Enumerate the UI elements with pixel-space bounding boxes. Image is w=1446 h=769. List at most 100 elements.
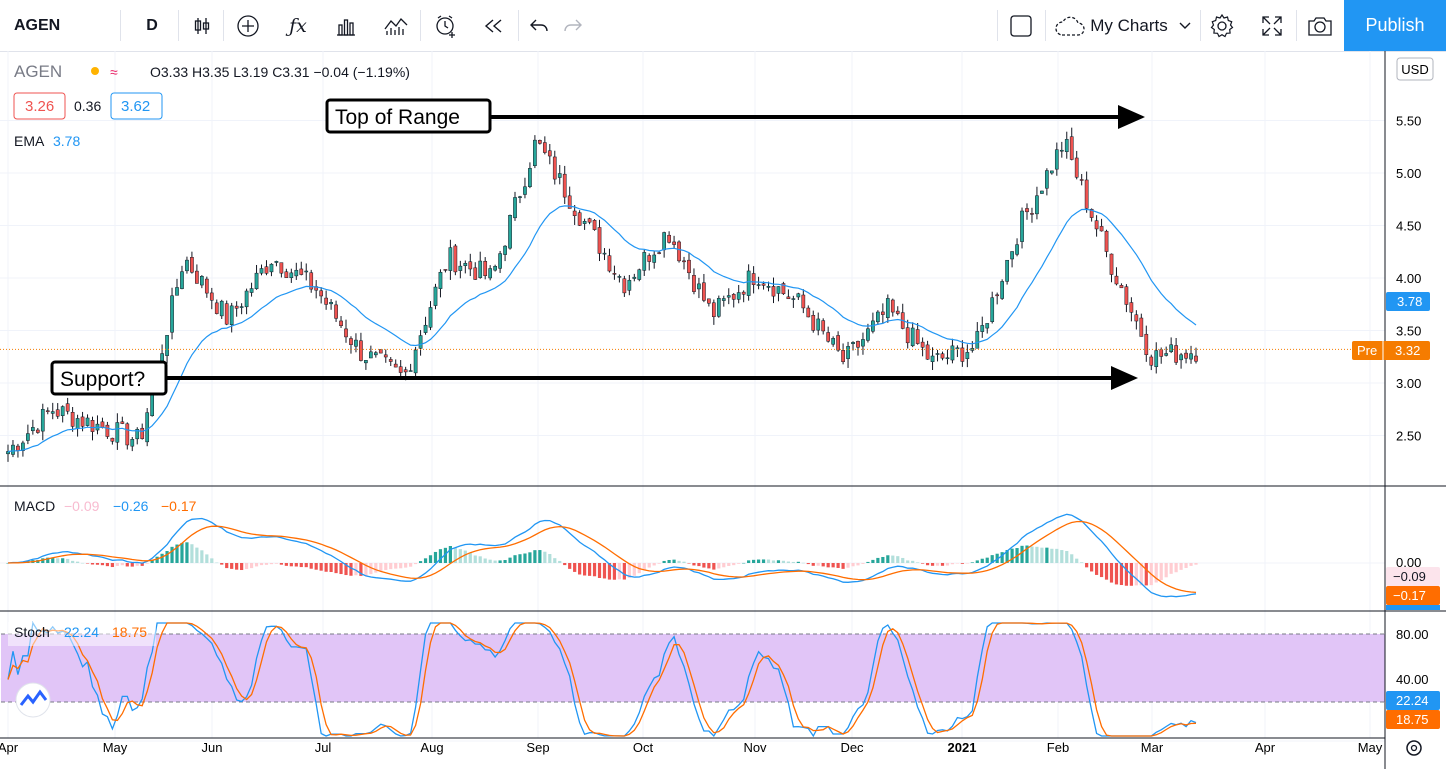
currency-box[interactable] — [1396, 57, 1434, 81]
macd-bar — [752, 559, 756, 563]
stoch-label: Stoch — [14, 624, 50, 640]
candle-body — [980, 325, 985, 332]
candle-body — [60, 406, 65, 416]
candle-body — [1069, 136, 1074, 160]
candle-body — [110, 437, 115, 442]
candle-body — [687, 259, 691, 274]
candle-body — [528, 168, 532, 187]
my-charts-button[interactable]: My Charts — [1090, 15, 1168, 35]
candle-body — [796, 293, 801, 298]
macd-bar — [881, 556, 885, 563]
candle-body — [418, 335, 423, 349]
alert-icon[interactable] — [426, 0, 466, 51]
time-axis[interactable]: Apr May Jun Jul Aug Sep Oct Nov Dec 2021 Feb Mar Apr… — [0, 740, 1383, 755]
candle-body — [1074, 157, 1079, 178]
price-ticks: 5.50 5.00 4.50 4.00 3.50 3.00 2.50 — [1396, 114, 1421, 444]
macd-bar — [916, 562, 920, 563]
chart-canvas[interactable]: Top of Range Support? AGEN ≈ O3.33 H3.35… — [0, 51, 1446, 769]
tradingview-logo[interactable] — [15, 682, 51, 718]
bar-chart-icon[interactable] — [328, 0, 364, 51]
candle-body — [801, 294, 806, 309]
macd-bar — [190, 544, 194, 563]
candle-body — [219, 300, 224, 317]
macd-bar — [1020, 545, 1024, 563]
chevron-down-icon[interactable] — [1175, 0, 1195, 51]
gear-icon[interactable] — [1204, 0, 1240, 51]
macd-bar — [568, 563, 572, 569]
fx-icon[interactable]: ƒx — [289, 14, 307, 37]
candle-body — [562, 173, 567, 198]
toolbar-divider — [997, 10, 998, 41]
macd-bar — [906, 560, 910, 563]
candle-body — [1094, 220, 1099, 230]
macd-bar — [960, 563, 964, 564]
bid-box[interactable] — [13, 92, 66, 120]
macd-bar — [6, 563, 10, 564]
macd-bar — [583, 563, 587, 576]
top-of-range-annotation[interactable]: Top of Range — [325, 98, 1145, 134]
macd-bar — [423, 558, 428, 563]
stoch-d-tag — [1386, 710, 1440, 729]
candle-body — [65, 403, 70, 412]
settings-gear-icon[interactable] — [1406, 740, 1422, 756]
candle-body — [185, 259, 189, 272]
candle-body — [428, 307, 433, 328]
candle-body — [726, 295, 731, 298]
square-icon[interactable] — [1003, 0, 1039, 51]
macd-bar — [51, 557, 55, 563]
macd-signal-value: −0.17 — [161, 498, 197, 514]
candle-body — [289, 272, 294, 278]
redo-icon[interactable] — [556, 0, 590, 51]
price-tick: 5.00 — [1396, 166, 1421, 181]
candle-body — [677, 241, 681, 262]
macd-hist-value: −0.09 — [64, 498, 100, 514]
time-tick: Jun — [202, 740, 223, 755]
candles-icon[interactable] — [184, 0, 220, 51]
candle-body — [1119, 285, 1124, 289]
add-indicator-icon[interactable] — [230, 0, 266, 51]
symbol-search-button[interactable]: AGEN — [14, 16, 61, 34]
undo-icon[interactable] — [522, 0, 556, 51]
macd-bar — [672, 559, 676, 563]
cloud-icon — [1052, 0, 1088, 51]
candle-body — [1154, 350, 1159, 367]
camera-icon[interactable] — [1302, 0, 1338, 51]
fullscreen-icon[interactable] — [1254, 0, 1290, 51]
candle-body — [577, 212, 582, 226]
candle-body — [120, 421, 125, 424]
candle-body — [378, 349, 383, 354]
macd-bar — [667, 559, 671, 563]
macd-bar — [334, 563, 338, 574]
macd-legend: MACD −0.09 −0.26 −0.17 — [14, 498, 197, 514]
replay-icon[interactable] — [476, 0, 512, 51]
macd-bar — [513, 555, 517, 563]
interval-button[interactable]: D — [146, 16, 158, 34]
stoch-axis[interactable]: 80.00 40.00 22.24 18.75 — [1386, 627, 1440, 729]
candle-body — [458, 265, 463, 271]
toolbar-divider — [120, 10, 121, 41]
publish-button[interactable]: Publish — [1344, 0, 1446, 51]
candle-body — [821, 320, 826, 332]
macd-bar — [945, 563, 950, 566]
candle-body — [1194, 355, 1198, 362]
macd-bar — [399, 563, 403, 569]
candle-body — [518, 196, 522, 198]
candle-body — [910, 327, 915, 347]
macd-bar — [940, 563, 945, 566]
candle-body — [851, 342, 855, 345]
macd-bar — [483, 558, 487, 563]
ask-box[interactable] — [110, 92, 163, 120]
macd-bar — [677, 560, 681, 563]
candle-body — [16, 445, 20, 451]
candle-body — [612, 273, 617, 275]
candle-body — [622, 278, 627, 294]
candle-body — [617, 276, 622, 278]
macd-bar — [965, 563, 969, 564]
support-label: Support? — [60, 368, 145, 391]
price-axis[interactable]: USD 3.78 Pre 3.32 — [1352, 57, 1434, 360]
support-annotation[interactable]: Support? — [50, 360, 1138, 396]
macd-axis[interactable]: 0.00 −0.09 −0.17 — [1386, 555, 1440, 610]
templates-icon[interactable] — [378, 0, 414, 51]
macd-bar — [254, 563, 259, 567]
candle-body — [234, 305, 239, 309]
